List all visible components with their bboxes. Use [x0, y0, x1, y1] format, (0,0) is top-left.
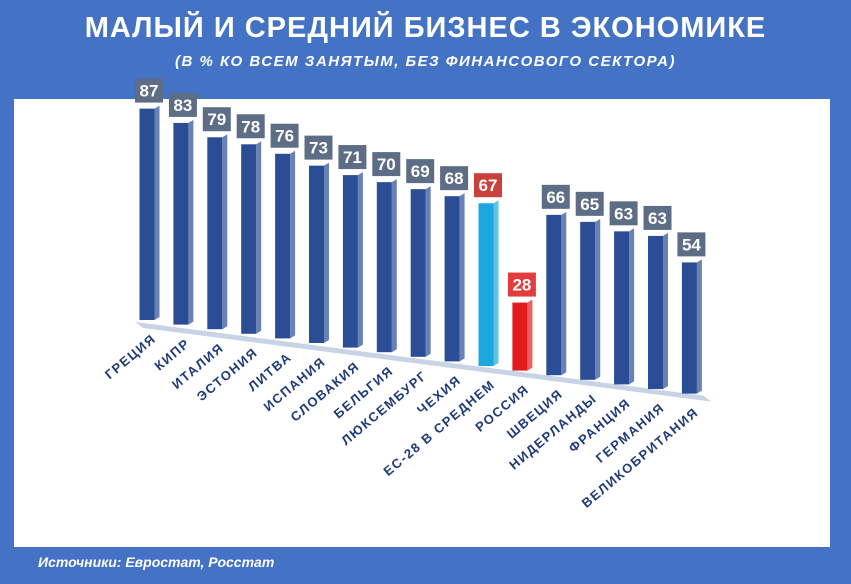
bar-7-top	[376, 179, 397, 183]
bar-11	[512, 302, 528, 371]
bar-8-top	[410, 186, 431, 190]
category-label-0: ГРЕЦИЯ	[102, 331, 159, 382]
bar-7-side	[391, 179, 397, 353]
page-title: МАЛЫЙ И СРЕДНИЙ БИЗНЕС В ЭКОНОМИКЕ	[84, 12, 767, 44]
data-label-13: 65	[580, 195, 599, 214]
bar-3	[241, 144, 257, 334]
data-label-box-11	[507, 272, 536, 297]
bar-16-top	[681, 259, 702, 263]
bar-3-side	[256, 141, 262, 334]
bar-11-side	[527, 299, 533, 371]
bar-4-side	[290, 150, 296, 339]
bar-1-side	[188, 119, 194, 325]
data-label-12: 66	[546, 188, 565, 207]
bar-13-side	[595, 218, 601, 380]
bar-5-side	[324, 162, 329, 343]
bar-9-top	[444, 193, 465, 197]
bar-1	[173, 122, 189, 325]
data-label-14: 63	[614, 204, 633, 223]
data-label-16: 54	[682, 235, 701, 254]
bar-4-top	[275, 150, 296, 154]
bar-0	[139, 108, 155, 320]
bar-2-side	[222, 134, 228, 330]
bar-2	[207, 137, 223, 330]
bar-2-top	[207, 134, 228, 138]
data-label-box-8	[406, 159, 435, 184]
bar-0-side	[154, 105, 160, 320]
data-label-5: 73	[309, 139, 328, 158]
data-label-box-6	[338, 145, 367, 170]
bar-15	[648, 235, 663, 389]
bar-8	[410, 189, 426, 357]
data-label-7: 70	[377, 155, 396, 174]
bar-16	[681, 262, 697, 394]
bar-0-top	[139, 105, 160, 109]
bar-14	[614, 231, 630, 385]
data-label-box-0	[135, 78, 163, 103]
data-label-8: 69	[411, 162, 430, 181]
bar-10-top	[478, 200, 499, 204]
bar-6	[342, 175, 358, 348]
data-label-1: 83	[173, 96, 192, 115]
page-subtitle: (В % КО ВСЕМ ЗАНЯТЫМ, БЕЗ ФИНАНСОВОГО СЕ…	[174, 53, 676, 70]
bar-3-top	[241, 141, 262, 145]
data-label-box-14	[609, 201, 638, 226]
data-label-4: 76	[275, 127, 294, 146]
bar-16-side	[696, 259, 702, 394]
data-label-10: 67	[479, 176, 498, 195]
bar-6-side	[357, 172, 363, 348]
data-label-box-12	[541, 184, 570, 209]
bar-14-side	[629, 228, 635, 385]
data-label-2: 79	[207, 110, 226, 129]
data-label-box-9	[440, 166, 469, 191]
data-label-box-2	[202, 107, 231, 132]
data-label-box-5	[304, 135, 333, 160]
bar-6-top	[342, 172, 363, 176]
bar-12	[546, 214, 562, 376]
data-label-box-16	[677, 232, 706, 257]
data-label-0: 87	[140, 82, 159, 101]
data-label-box-4	[270, 123, 299, 148]
bar-7	[376, 182, 392, 353]
bar-12-top	[546, 211, 567, 215]
bar-5-top	[309, 162, 329, 166]
data-label-3: 78	[241, 117, 260, 136]
data-label-box-7	[372, 152, 401, 177]
data-label-box-13	[575, 191, 604, 216]
bar-12-side	[561, 211, 567, 376]
bar-13-top	[580, 218, 601, 222]
bar-10-side	[493, 200, 499, 366]
data-label-box-1	[168, 92, 197, 117]
data-label-box-15	[643, 205, 672, 230]
chart-floor	[135, 322, 712, 402]
bar-1-top	[173, 119, 194, 123]
data-label-15: 63	[648, 209, 667, 228]
bar-8-side	[425, 186, 431, 357]
bar-15-top	[648, 232, 668, 236]
bar-13	[580, 221, 596, 380]
bar-4	[275, 153, 291, 339]
bar-14-top	[614, 228, 635, 232]
source-note: Источники: Евростат, Росстат	[38, 554, 275, 570]
bar-9	[444, 196, 460, 362]
data-label-9: 68	[445, 169, 464, 188]
data-label-6: 71	[343, 148, 362, 167]
bar-5	[309, 165, 324, 343]
bar-15-side	[663, 232, 668, 389]
bar-9-side	[459, 193, 465, 362]
bar-11-top	[512, 299, 533, 303]
data-label-11: 28	[512, 276, 531, 295]
data-label-box-3	[236, 114, 265, 139]
data-label-box-10	[474, 173, 502, 198]
bar-10	[478, 203, 494, 366]
